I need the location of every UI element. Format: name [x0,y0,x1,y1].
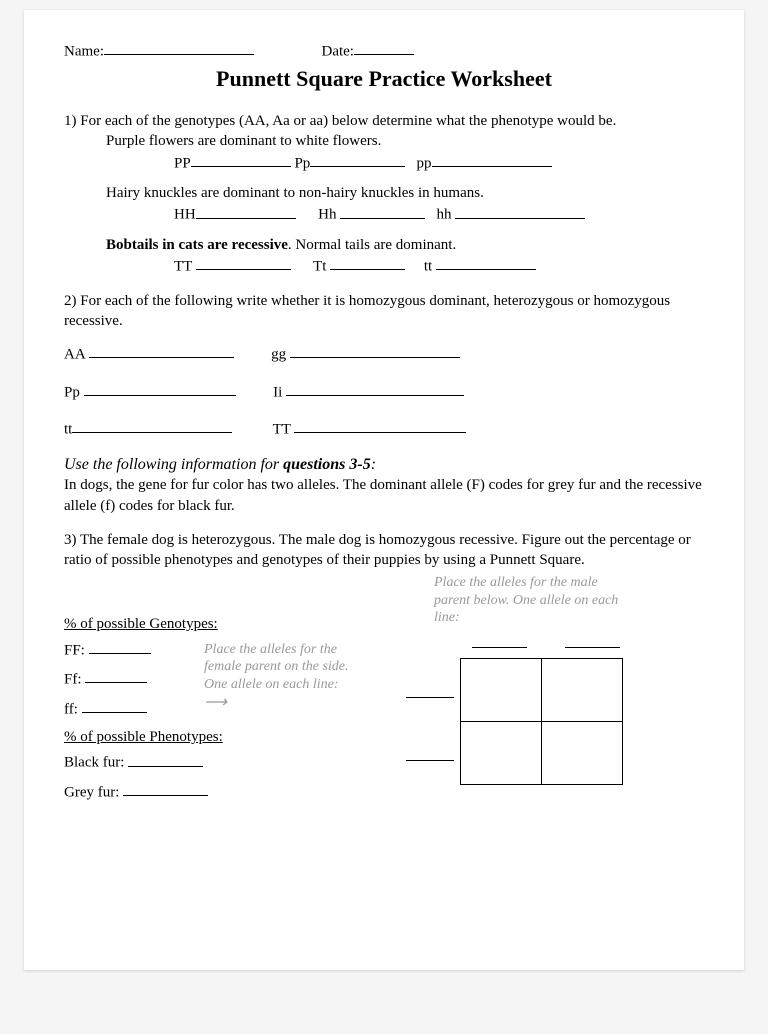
q1-b1-blank[interactable] [196,203,296,218]
q2-l3-blank[interactable] [72,418,232,433]
q2-l2: Pp [64,384,80,400]
info-block: Use the following information for questi… [64,454,704,516]
q1-a-row: PP Pp pp [174,152,704,174]
q3-p1-blank[interactable] [128,751,203,766]
q3-number: 3) [64,532,77,548]
q1-a1-blank[interactable] [191,152,291,167]
q3-g2: Ff: [64,671,82,687]
q3-geno-header: % of possible Genotypes: [64,614,218,634]
female-allele-1-blank[interactable] [406,682,454,697]
q1-c-row: TT Tt tt [174,255,704,277]
q2-l3: tt [64,421,72,437]
q1-c3: tt [424,258,432,274]
q2-intro: For each of the following write whether … [64,293,670,329]
q1-c1: TT [174,258,192,274]
q2-r3: TT [273,421,291,437]
q3-p1: Black fur: [64,755,124,771]
q2-r1: gg [271,346,286,362]
q1-a2: Pp [294,155,310,171]
q1-a3-blank[interactable] [432,152,552,167]
header-line: Name: Date: [64,40,704,62]
q1-c-bold: Bobtails in cats are recessive [106,237,288,253]
q2-l1-blank[interactable] [89,343,234,358]
q1-line-a: Purple flowers are dominant to white flo… [106,131,704,151]
q2-r1-blank[interactable] [290,343,460,358]
date-label: Date: [321,43,353,59]
q2-r3-blank[interactable] [294,418,466,433]
punnett-square [460,658,623,785]
q3-intro: The female dog is heterozygous. The male… [64,532,691,568]
q3-left-col: % of possible Genotypes: FF: Ff: ff: Pla… [64,574,394,802]
q1-b1: HH [174,207,196,223]
q1-a3: pp [417,155,432,171]
q3-hint-male: Place the alleles for the male parent be… [434,574,634,627]
q3-g2-blank[interactable] [85,668,147,683]
q3-right-col: Place the alleles for the male parent be… [394,574,704,802]
q1-b2: Hh [318,207,336,223]
q1-number: 1) [64,113,77,129]
q1-line-b: Hairy knuckles are dominant to non-hairy… [106,183,704,203]
q1-intro: For each of the genotypes (AA, Aa or aa)… [77,113,617,129]
male-allele-1-blank[interactable] [472,633,527,648]
q3-pheno-header: % of possible Phenotypes: [64,727,223,747]
name-label: Name: [64,43,104,59]
punnett-cell-11[interactable] [461,659,542,722]
info-lead-tail: : [371,456,376,473]
q3-g1-blank[interactable] [89,639,151,654]
q2-r2: Ii [273,384,282,400]
q1-c2: Tt [313,258,326,274]
q1-b2-blank[interactable] [340,203,425,218]
punnett-cell-21[interactable] [461,722,542,785]
q2-l2-blank[interactable] [84,381,236,396]
date-blank[interactable] [354,40,414,55]
male-allele-2-blank[interactable] [565,633,620,648]
q1-b-row: HH Hh hh [174,203,704,225]
q3-g3-blank[interactable] [82,698,147,713]
q3-g1: FF: [64,642,85,658]
q2-l1: AA [64,346,85,362]
q2-row2: Pp Ii [64,381,704,403]
q3-p2-blank[interactable] [123,781,208,796]
question-3: 3) The female dog is heterozygous. The m… [64,530,704,803]
q1-c2-blank[interactable] [330,255,405,270]
punnett-cell-12[interactable] [542,659,623,722]
q1-b3: hh [437,207,452,223]
name-blank[interactable] [104,40,254,55]
page-title: Punnett Square Practice Worksheet [64,64,704,94]
q1-a2-blank[interactable] [310,152,405,167]
worksheet-page: Name: Date: Punnett Square Practice Work… [24,10,744,970]
q1-c-rest: . Normal tails are dominant. [288,237,456,253]
arrow-right-icon: ⟶ [204,693,227,713]
q3-p2: Grey fur: [64,784,119,800]
q1-b3-blank[interactable] [455,203,585,218]
q1-c1-blank[interactable] [196,255,291,270]
q2-number: 2) [64,293,77,309]
question-1: 1) For each of the genotypes (AA, Aa or … [64,111,704,277]
q1-line-c: Bobtails in cats are recessive. Normal t… [106,235,704,255]
q1-a1: PP [174,155,191,171]
punnett-cell-22[interactable] [542,722,623,785]
q3-hint-female-text: Place the alleles for the female parent … [204,642,349,692]
q2-row3: tt TT [64,418,704,440]
q2-r2-blank[interactable] [286,381,464,396]
q2-row1: AA gg [64,343,704,365]
female-allele-2-blank[interactable] [406,746,454,761]
question-2: 2) For each of the following write wheth… [64,291,704,440]
info-lead-bold: questions 3-5 [283,456,371,473]
q1-c3-blank[interactable] [436,255,536,270]
q3-g3: ff: [64,701,78,717]
q3-hint-female: Place the alleles for the female parent … [204,639,359,728]
info-body: In dogs, the gene for fur color has two … [64,475,704,516]
info-lead: Use the following information for [64,456,283,473]
